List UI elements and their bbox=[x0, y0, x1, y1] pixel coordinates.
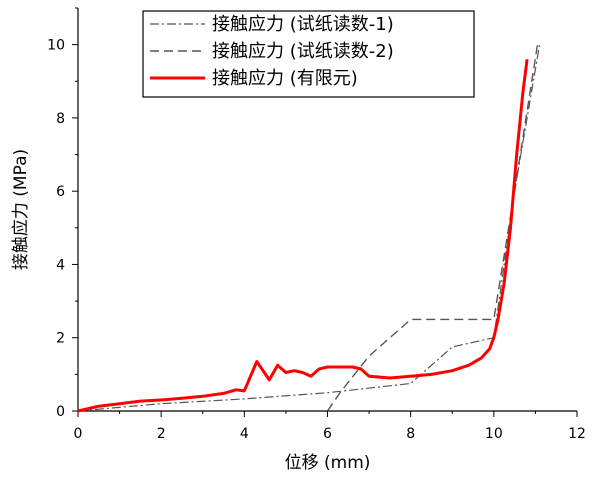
x-tick-label: 12 bbox=[568, 426, 586, 442]
x-tick-label: 2 bbox=[157, 426, 166, 442]
y-tick-label: 4 bbox=[56, 257, 65, 273]
legend-label-2: 接触应力 (试纸读数-2) bbox=[212, 41, 394, 62]
y-tick-label: 8 bbox=[56, 111, 65, 127]
series-line-1 bbox=[77, 44, 541, 412]
x-tick-label: 0 bbox=[74, 426, 83, 442]
y-axis-title: 接触应力 (MPa) bbox=[11, 149, 31, 270]
y-tick-label: 10 bbox=[47, 38, 65, 54]
y-tick-label: 0 bbox=[56, 404, 65, 420]
axes: 0 2 4 6 8 10 12 0 2 4 6 8 10 bbox=[47, 7, 586, 442]
x-tick-label: 6 bbox=[323, 426, 332, 442]
series-line-3 bbox=[77, 59, 529, 413]
legend-label-3: 接触应力 (有限元) bbox=[212, 68, 358, 89]
x-tick-label: 10 bbox=[485, 426, 503, 442]
x-tick-label: 4 bbox=[240, 426, 249, 442]
legend: 接触应力 (试纸读数-1) 接触应力 (试纸读数-2) 接触应力 (有限元) bbox=[142, 10, 475, 98]
legend-label-1: 接触应力 (试纸读数-1) bbox=[212, 14, 394, 35]
series-line-2 bbox=[326, 44, 539, 412]
y-tick-label: 6 bbox=[56, 184, 65, 200]
series-lines bbox=[77, 44, 541, 413]
y-tick-label: 2 bbox=[56, 331, 65, 347]
legend-box bbox=[142, 10, 475, 98]
x-tick-label: 8 bbox=[406, 426, 415, 442]
x-axis-title: 位移 (mm) bbox=[285, 453, 371, 473]
